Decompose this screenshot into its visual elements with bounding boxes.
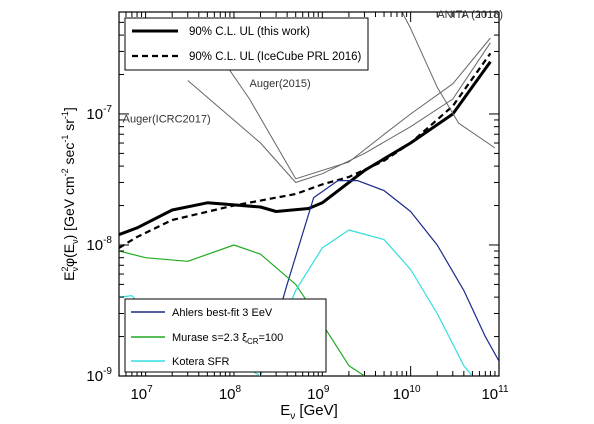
x-tick-label: 107 [130,384,153,403]
x-tick-label: 1010 [393,384,421,403]
x-tick-label: 109 [307,384,330,403]
legend-bottom-box [124,298,327,373]
annotation-label: ANITA (2018) [437,9,503,21]
legend-label-ahlers: Ahlers best-fit 3 EeV [172,307,273,319]
legend-top: 90% C.L. UL (this work) 90% C.L. UL (Ice… [124,17,369,71]
series-line-murase [119,244,365,376]
series-line-anita_2018 [401,12,496,149]
x-axis-title: Eν [GeV] [280,402,338,422]
series-line-icecube_prl_2016 [119,52,492,249]
legend-label-icecube: 90% C.L. UL (IceCube PRL 2016) [189,51,362,63]
annotation-label: Auger(2015) [250,78,311,90]
y-tick-label: 10-7 [86,104,112,123]
legend-bottom: Ahlers best-fit 3 EeV Murase s=2.3 ξCR=1… [124,298,327,373]
legend-label-this-work: 90% C.L. UL (this work) [189,26,310,38]
y-tick-label: 10-9 [86,366,112,385]
y-axis-title: E2νφ(Eν) [GeV cm-2 sec-1 sr-1] [60,107,80,281]
y-tick-label: 10-8 [86,235,112,254]
legend-label-murase: Murase s=2.3 ξCR=100 [172,332,283,346]
series-line-auger_2015 [213,37,491,180]
annotations: ANITA (2018) Auger(2015) Auger(ICRC2017) [123,9,503,126]
annotation-label: Auger(ICRC2017) [123,114,211,126]
legend-top-box [124,17,369,71]
x-tick-label: 1011 [481,384,509,403]
series-line-ahlers [259,180,499,376]
legend-label-kotera: Kotera SFR [172,356,230,368]
x-tick-label: 108 [219,384,242,403]
